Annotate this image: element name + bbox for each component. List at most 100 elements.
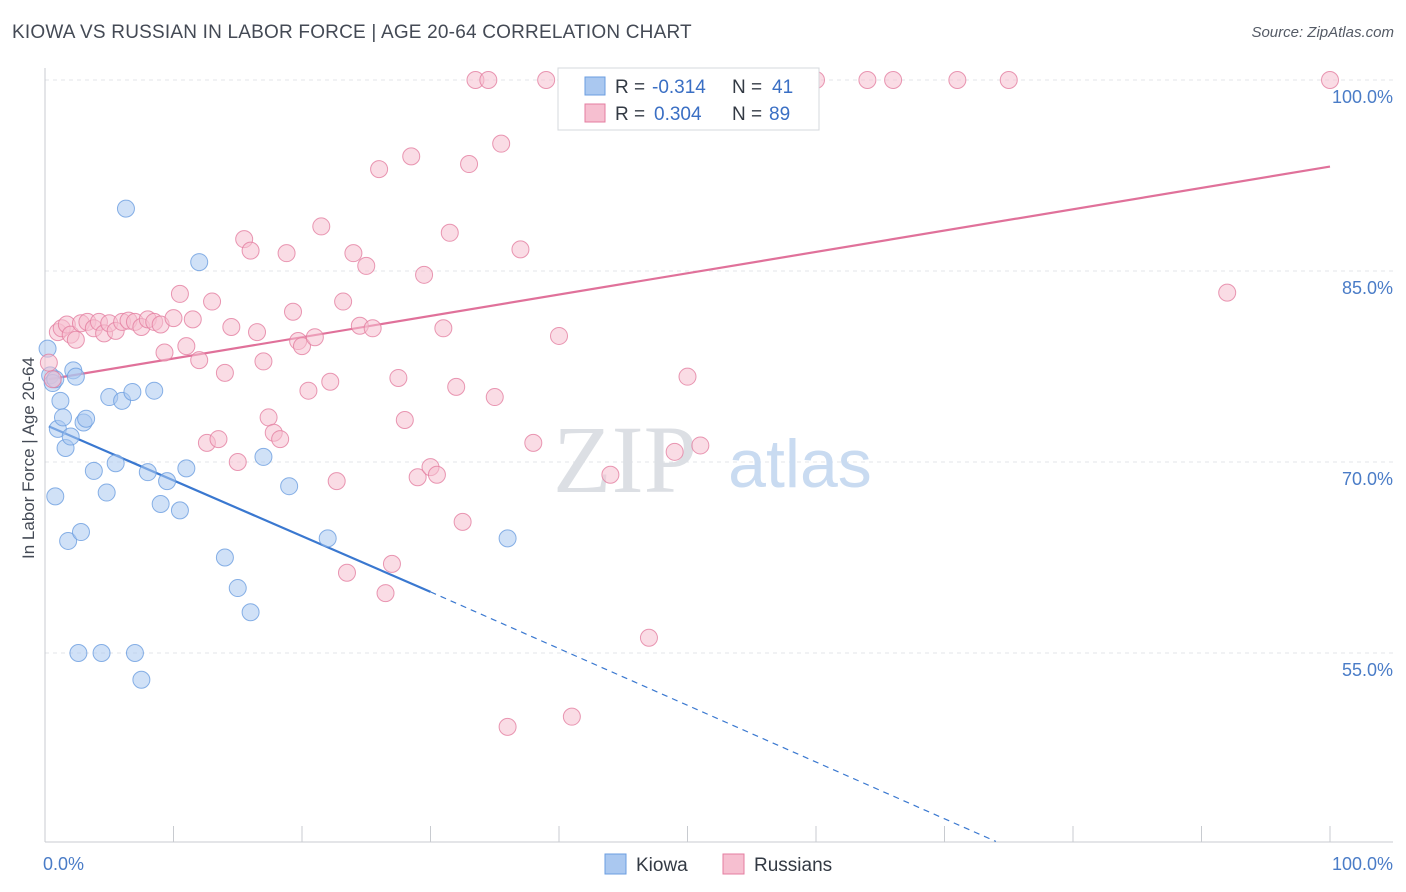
russians-point-41 bbox=[284, 302, 303, 321]
y-tick-label-1: 70.0% bbox=[1342, 469, 1393, 489]
russians-point-44 bbox=[299, 381, 318, 400]
kiowa-point-23 bbox=[116, 199, 135, 218]
x-tick-label-0: 0.0% bbox=[43, 854, 84, 874]
kiowa-point-9 bbox=[61, 427, 80, 446]
kiowa-point-16 bbox=[46, 487, 65, 506]
kiowa-point-32 bbox=[190, 253, 209, 272]
legend-swatch-russians bbox=[584, 103, 606, 123]
kiowa-point-12 bbox=[69, 644, 88, 662]
russians-point-34 bbox=[241, 241, 260, 260]
kiowa-point-25 bbox=[132, 670, 151, 689]
russians-point-37 bbox=[259, 408, 278, 427]
legend-r-value-1: 0.304 bbox=[654, 104, 702, 125]
russians-point-35 bbox=[248, 323, 267, 342]
axes bbox=[44, 68, 1393, 843]
russians-point-56 bbox=[376, 584, 395, 603]
y-tick-label-0: 55.0% bbox=[1342, 660, 1393, 680]
russians-trend-line bbox=[48, 165, 1331, 381]
russians-point-92 bbox=[1321, 71, 1339, 89]
russians-point-30 bbox=[215, 363, 234, 382]
kiowa-point-40 bbox=[498, 529, 517, 548]
russians-point-74 bbox=[498, 717, 517, 736]
legend-n-label-0: N = bbox=[732, 77, 762, 98]
russians-point-54 bbox=[363, 319, 382, 338]
kiowa-points bbox=[38, 199, 517, 689]
kiowa-point-8 bbox=[59, 531, 78, 550]
russians-point-50 bbox=[337, 563, 356, 582]
russians-point-91 bbox=[1218, 283, 1237, 302]
russians-point-61 bbox=[408, 468, 427, 487]
bottom-legend-russians: Russians bbox=[754, 855, 832, 876]
kiowa-point-38 bbox=[280, 477, 299, 496]
russians-point-58 bbox=[389, 368, 408, 387]
kiowa-point-28 bbox=[145, 381, 164, 400]
kiowa-point-17 bbox=[84, 461, 103, 480]
russians-point-68 bbox=[453, 512, 472, 531]
russians-point-62 bbox=[415, 265, 434, 284]
kiowa-point-11 bbox=[66, 367, 85, 386]
russians-point-57 bbox=[382, 554, 401, 573]
y-tick-label-3: 100.0% bbox=[1332, 87, 1393, 107]
bottom-legend-swatch-russians bbox=[722, 853, 745, 875]
bottom-legend-kiowa: Kiowa bbox=[636, 855, 688, 876]
russians-point-72 bbox=[485, 388, 504, 407]
watermark: ZIP atlas bbox=[553, 406, 872, 513]
russians-point-24 bbox=[177, 337, 196, 356]
kiowa-trend-extension bbox=[430, 591, 997, 843]
x-tick-label-1: 100.0% bbox=[1332, 854, 1393, 874]
kiowa-point-30 bbox=[158, 472, 177, 491]
legend-n-value-1: 89 bbox=[769, 104, 790, 125]
russians-point-53 bbox=[357, 256, 376, 275]
kiowa-point-6 bbox=[53, 408, 72, 427]
russians-point-66 bbox=[440, 223, 459, 242]
russians-point-78 bbox=[550, 326, 568, 345]
russians-point-25 bbox=[183, 310, 202, 329]
russians-point-26 bbox=[190, 351, 209, 370]
russians-point-67 bbox=[447, 377, 466, 396]
legend-r-label-0: R = bbox=[615, 77, 645, 98]
trend-lines bbox=[48, 165, 1331, 843]
russians-point-51 bbox=[344, 244, 363, 263]
kiowa-point-29 bbox=[151, 495, 170, 514]
russians-point-60 bbox=[402, 147, 421, 166]
russians-point-29 bbox=[209, 430, 228, 449]
y-tick-label-2: 85.0% bbox=[1342, 278, 1393, 298]
watermark-atlas: atlas bbox=[728, 426, 872, 502]
kiowa-point-27 bbox=[123, 382, 142, 401]
legend-r-label-1: R = bbox=[615, 104, 645, 125]
series-legend: Kiowa Russians bbox=[604, 853, 832, 876]
kiowa-point-18 bbox=[92, 644, 111, 662]
kiowa-point-34 bbox=[215, 548, 234, 567]
russians-point-90 bbox=[999, 71, 1018, 89]
legend-n-value-0: 41 bbox=[772, 77, 793, 98]
russians-point-55 bbox=[370, 160, 389, 179]
russians-point-82 bbox=[665, 442, 684, 461]
russians-point-69 bbox=[460, 155, 479, 174]
y-tick-labels: 55.0% 70.0% 85.0% 100.0% bbox=[1332, 87, 1393, 680]
kiowa-point-5 bbox=[51, 391, 70, 410]
chart-title: KIOWA VS RUSSIAN IN LABOR FORCE | AGE 20… bbox=[12, 22, 692, 43]
russians-point-73 bbox=[492, 134, 511, 153]
kiowa-point-36 bbox=[241, 603, 260, 622]
russians-point-88 bbox=[884, 71, 903, 89]
russians-point-65 bbox=[434, 319, 453, 338]
russians-point-23 bbox=[170, 284, 189, 303]
russians-point-89 bbox=[948, 71, 967, 89]
kiowa-point-21 bbox=[106, 454, 125, 473]
russians-point-32 bbox=[228, 453, 247, 471]
russians-points bbox=[39, 71, 1339, 736]
kiowa-point-26 bbox=[138, 463, 157, 482]
russians-point-46 bbox=[312, 217, 331, 236]
kiowa-point-37 bbox=[254, 447, 273, 466]
russians-point-22 bbox=[164, 309, 183, 328]
russians-point-6 bbox=[66, 330, 85, 349]
russians-point-28 bbox=[203, 292, 222, 311]
russians-point-39 bbox=[271, 430, 290, 449]
gridlines bbox=[45, 79, 1393, 654]
russians-point-87 bbox=[858, 71, 877, 89]
kiowa-point-39 bbox=[318, 529, 337, 548]
y-axis-label: In Labor Force | Age 20-64 bbox=[19, 357, 38, 559]
legend-n-label-1: N = bbox=[732, 104, 762, 125]
russians-point-31 bbox=[222, 318, 241, 337]
